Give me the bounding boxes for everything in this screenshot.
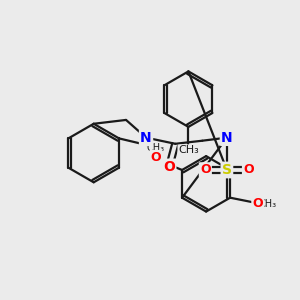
Text: CH₃: CH₃ — [147, 143, 165, 153]
Text: N: N — [140, 130, 152, 145]
Text: N: N — [221, 130, 233, 145]
Text: O: O — [253, 197, 263, 210]
Text: O: O — [163, 160, 175, 174]
Text: O: O — [243, 164, 254, 176]
Text: CH₃: CH₃ — [258, 199, 276, 209]
Text: O: O — [151, 151, 161, 164]
Text: O: O — [200, 164, 211, 176]
Text: CH₃: CH₃ — [178, 145, 199, 155]
Text: S: S — [222, 163, 232, 177]
